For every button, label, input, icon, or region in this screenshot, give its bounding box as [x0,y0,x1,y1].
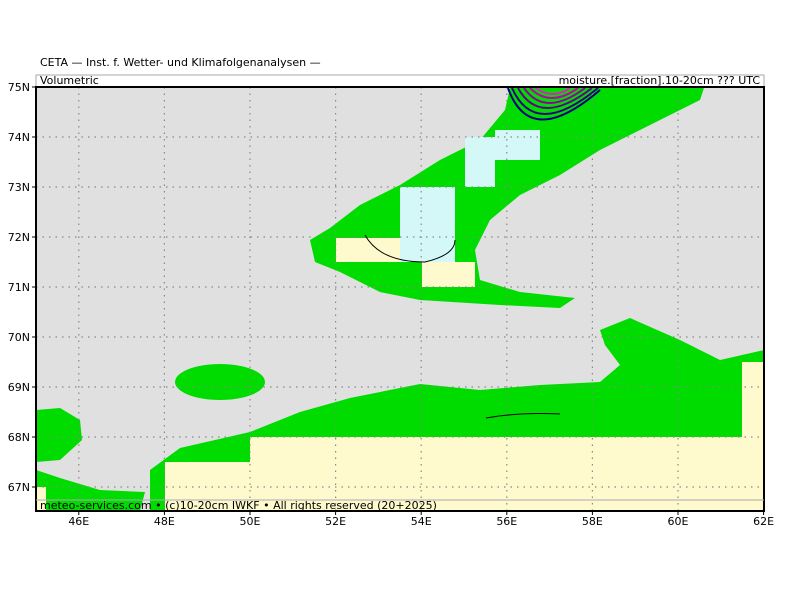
lat-tick-label: 73N [8,181,30,194]
header-title: CETA — Inst. f. Wetter- und Klimafolgena… [40,56,321,69]
lat-tick-label: 68N [8,431,30,444]
lon-tick-label: 52E [325,515,346,528]
lon-tick-label: 50E [240,515,261,528]
graticule [36,87,764,511]
lon-tick-label: 46E [68,515,89,528]
map-area [36,87,764,511]
lat-tick-label: 74N [8,131,30,144]
plot-frame [35,86,765,512]
lon-tick-label: 62E [753,515,774,528]
lat-tick-label: 72N [8,231,30,244]
contours [364,87,601,419]
wet-zone [400,130,540,262]
lat-tick-label: 70N [8,331,30,344]
land-strip [390,385,742,437]
dry-zone [36,238,764,511]
lat-tick-label: 75N [8,81,30,94]
lat-tick-label: 67N [8,481,30,494]
lon-tick-label: 60E [668,515,689,528]
variable-label: Volumetric [40,74,99,87]
field-label: moisture.[fraction].10-20cm ??? UTC [559,74,761,87]
lat-tick-label: 69N [8,381,30,394]
lat-tick-label: 71N [8,281,30,294]
lon-tick-label: 56E [496,515,517,528]
lon-tick-label: 58E [582,515,603,528]
lon-tick-label: 48E [154,515,175,528]
footer-credit: meteo-services.com • (c)10-20cm IWKF • A… [40,499,437,512]
lon-tick-label: 54E [411,515,432,528]
